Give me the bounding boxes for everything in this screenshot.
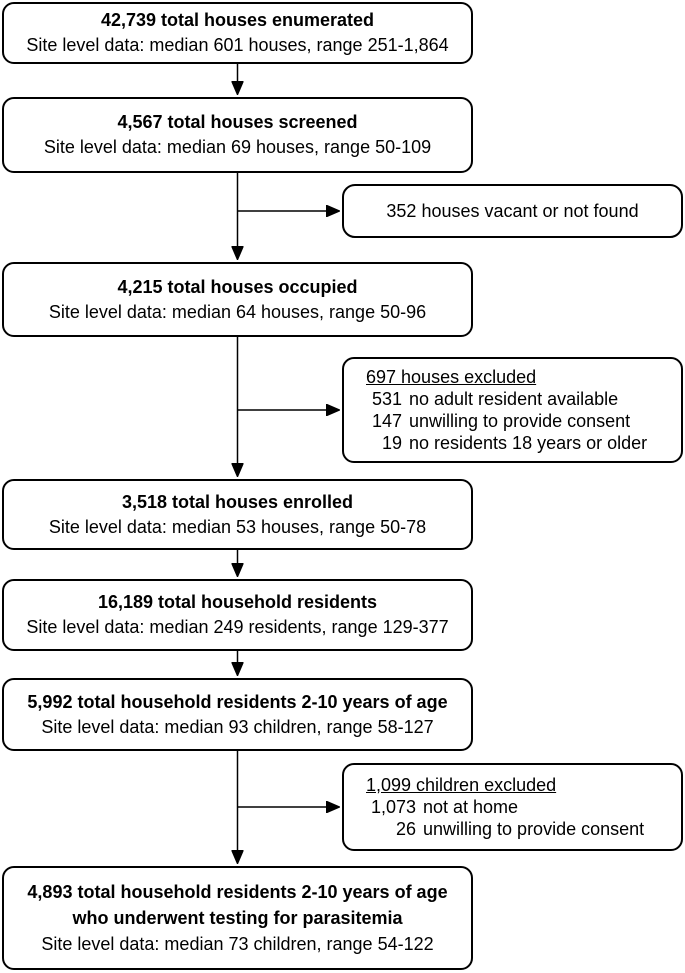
box-children-tested: 4,893 total household residents 2-10 yea… xyxy=(2,866,473,970)
reason-count: 147 xyxy=(371,411,402,431)
reason-text: unwilling to provide consent xyxy=(423,819,645,839)
box-houses-occupied: 4,215 total houses occupied Site level d… xyxy=(2,262,473,337)
reason-count: 531 xyxy=(371,389,402,409)
reason-count: 19 xyxy=(381,433,402,453)
box-subtitle: Site level data: median 93 children, ran… xyxy=(41,716,434,737)
box-title: 4,567 total houses screened xyxy=(117,112,358,132)
box-houses-screened: 4,567 total houses screened Site level d… xyxy=(2,97,473,173)
exclusion-reason: 26 unwilling to provide consent xyxy=(366,818,673,840)
box-houses-enumerated: 42,739 total houses enumerated Site leve… xyxy=(2,2,473,64)
exclusion-reason: 147 unwilling to provide consent xyxy=(366,410,673,432)
reason-text: unwilling to provide consent xyxy=(409,411,631,431)
box-title: 42,739 total houses enumerated xyxy=(100,10,375,30)
box-children-2-10: 5,992 total household residents 2-10 yea… xyxy=(2,678,473,751)
box-title: 5,992 total household residents 2-10 yea… xyxy=(27,691,448,712)
side-box-text: 352 houses vacant or not found xyxy=(386,201,639,221)
exclusion-reason: 1,073 not at home xyxy=(366,796,673,818)
exclusion-heading: 1,099 children excluded xyxy=(366,775,557,795)
box-children-excluded: 1,099 children excluded 1,073 not at hom… xyxy=(342,763,683,851)
reason-count: 1,073 xyxy=(370,797,416,817)
box-title: 16,189 total household residents xyxy=(97,592,378,612)
reason-count: 26 xyxy=(395,819,416,839)
box-title-line1: 4,893 total household residents 2-10 yea… xyxy=(27,882,448,902)
box-subtitle: Site level data: median 64 houses, range… xyxy=(48,301,427,322)
reason-text: no adult resident available xyxy=(409,389,619,409)
box-subtitle: Site level data: median 53 houses, range… xyxy=(48,516,427,537)
box-title: 4,215 total houses occupied xyxy=(117,276,358,297)
box-title: 3,518 total houses enrolled xyxy=(121,491,354,512)
box-houses-vacant: 352 houses vacant or not found xyxy=(342,184,683,238)
box-subtitle: Site level data: median 249 residents, r… xyxy=(26,617,449,637)
box-subtitle: Site level data: median 69 houses, range… xyxy=(43,137,432,157)
reason-text: not at home xyxy=(423,797,519,817)
exclusion-heading: 697 houses excluded xyxy=(366,367,537,387)
reason-text: no residents 18 years or older xyxy=(409,433,648,453)
box-title-line2: who underwent testing for parasitemia xyxy=(72,908,403,928)
box-subtitle: Site level data: median 601 houses, rang… xyxy=(26,35,449,55)
box-household-residents: 16,189 total household residents Site le… xyxy=(2,579,473,651)
box-houses-enrolled: 3,518 total houses enrolled Site level d… xyxy=(2,479,473,550)
exclusion-reason: 19 no residents 18 years or older xyxy=(366,432,673,454)
box-subtitle: Site level data: median 73 children, ran… xyxy=(41,934,434,954)
exclusion-reason: 531 no adult resident available xyxy=(366,388,673,410)
box-houses-excluded: 697 houses excluded 531 no adult residen… xyxy=(342,357,683,463)
